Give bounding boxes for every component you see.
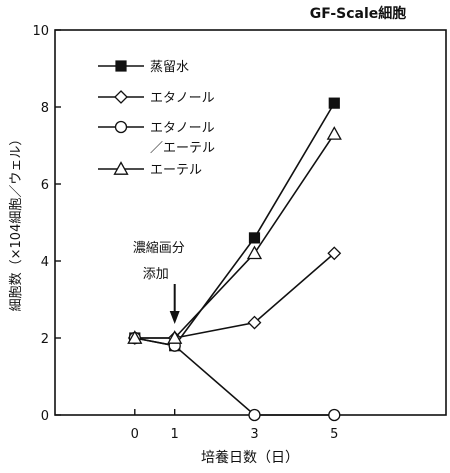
y-axis-label: 細胞数（×104細胞／ウェル） bbox=[9, 133, 24, 312]
y-tick-label: 6 bbox=[41, 178, 49, 193]
legend-label-2: エタノール bbox=[150, 91, 215, 106]
annotation-text: 添加 bbox=[143, 267, 169, 282]
x-tick-label: 1 bbox=[171, 427, 179, 442]
x-tick-label: 5 bbox=[330, 427, 338, 442]
legend-marker-2 bbox=[114, 90, 128, 104]
data-point-s3-p4 bbox=[328, 408, 341, 422]
legend-label-3: ／エーテル bbox=[150, 141, 215, 156]
series-lines bbox=[134, 102, 335, 416]
y-tick-label: 4 bbox=[41, 255, 49, 270]
data-point-s1-p3 bbox=[248, 232, 261, 244]
legend-marker-4 bbox=[113, 161, 129, 175]
x-tick-label: 3 bbox=[250, 427, 258, 442]
series-line-4 bbox=[134, 133, 335, 339]
series-line-1 bbox=[134, 102, 335, 347]
data-point-s4-p1 bbox=[127, 330, 143, 344]
series-markers bbox=[127, 97, 342, 422]
legend-label-3: エタノール bbox=[150, 121, 215, 136]
plot-frame bbox=[54, 29, 447, 416]
legend-marker-1 bbox=[115, 60, 127, 72]
x-tick-label: 0 bbox=[131, 427, 139, 442]
chart-title: GF-Scale細胞 bbox=[310, 5, 407, 22]
legend-marker-3 bbox=[114, 120, 128, 134]
y-axis: 0 2 4 6 8 10 bbox=[32, 24, 61, 424]
legend-label-1: 蒸留水 bbox=[150, 60, 189, 75]
annotation-arrow-head bbox=[169, 311, 180, 324]
data-point-s3-p3 bbox=[248, 408, 261, 422]
series-line-3 bbox=[134, 337, 335, 416]
y-tick-label: 2 bbox=[41, 332, 49, 347]
y-tick-label: 8 bbox=[41, 101, 49, 116]
data-point-s2-p4 bbox=[327, 246, 342, 261]
x-axis-label: 培養日数（日） bbox=[201, 449, 299, 466]
legend-label-4: エーテル bbox=[150, 163, 202, 178]
annotation-text: 濃縮画分 bbox=[133, 240, 185, 256]
data-point-s4-p3 bbox=[246, 245, 263, 260]
x-axis: 0 1 3 5 bbox=[131, 409, 338, 442]
data-point-s4-p2 bbox=[167, 330, 183, 344]
data-point-s2-p3 bbox=[247, 315, 262, 330]
data-point-s4-p4 bbox=[326, 126, 342, 140]
series-layer bbox=[127, 97, 342, 422]
data-point-s1-p4 bbox=[328, 97, 340, 109]
y-tick-label: 10 bbox=[32, 24, 49, 39]
y-tick-label: 0 bbox=[41, 409, 49, 424]
